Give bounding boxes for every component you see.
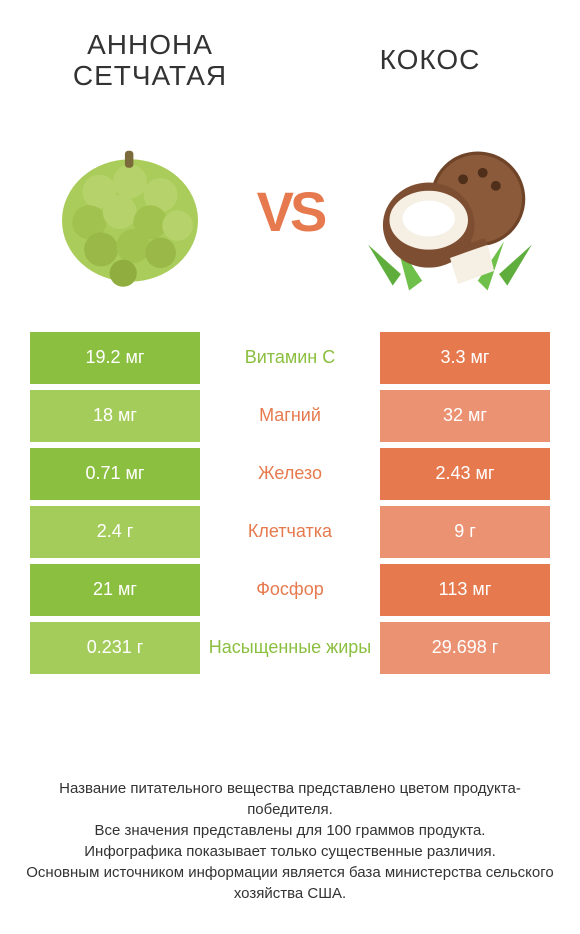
nutrient-label: Железо [200, 448, 380, 500]
left-value: 21 мг [30, 564, 200, 616]
left-value: 18 мг [30, 390, 200, 442]
nutrient-label: Витамин C [200, 332, 380, 384]
table-row: 18 мгМагний32 мг [30, 390, 550, 442]
left-product-image [40, 122, 220, 302]
left-value: 19.2 мг [30, 332, 200, 384]
images-row: VS [0, 102, 580, 332]
right-product-title: КОКОС [320, 45, 540, 76]
right-value: 29.698 г [380, 622, 550, 674]
nutrient-label: Насыщенные жиры [200, 622, 380, 674]
footnote: Название питательного вещества представл… [0, 778, 580, 904]
table-row: 0.231 гНасыщенные жиры29.698 г [30, 622, 550, 674]
header: АННОНА СЕТЧАТАЯ КОКОС [0, 0, 580, 102]
table-row: 0.71 мгЖелезо2.43 мг [30, 448, 550, 500]
right-value: 9 г [380, 506, 550, 558]
left-value: 0.71 мг [30, 448, 200, 500]
table-row: 19.2 мгВитамин C3.3 мг [30, 332, 550, 384]
left-product-title: АННОНА СЕТЧАТАЯ [40, 30, 260, 92]
footnote-line: Все значения представлены для 100 граммо… [20, 820, 560, 841]
table-row: 2.4 гКлетчатка9 г [30, 506, 550, 558]
vs-label: VS [257, 179, 324, 244]
right-value: 32 мг [380, 390, 550, 442]
right-product-image [360, 122, 540, 302]
right-value: 113 мг [380, 564, 550, 616]
nutrient-label: Магний [200, 390, 380, 442]
left-value: 0.231 г [30, 622, 200, 674]
right-value: 3.3 мг [380, 332, 550, 384]
footnote-line: Название питательного вещества представл… [20, 778, 560, 820]
right-value: 2.43 мг [380, 448, 550, 500]
nutrient-label: Клетчатка [200, 506, 380, 558]
table-row: 21 мгФосфор113 мг [30, 564, 550, 616]
nutrient-label: Фосфор [200, 564, 380, 616]
left-value: 2.4 г [30, 506, 200, 558]
footnote-line: Инфографика показывает только существенн… [20, 841, 560, 862]
comparison-table: 19.2 мгВитамин C3.3 мг 18 мгМагний32 мг 0.… [0, 332, 580, 674]
footnote-line: Основным источником информации является … [20, 862, 560, 904]
